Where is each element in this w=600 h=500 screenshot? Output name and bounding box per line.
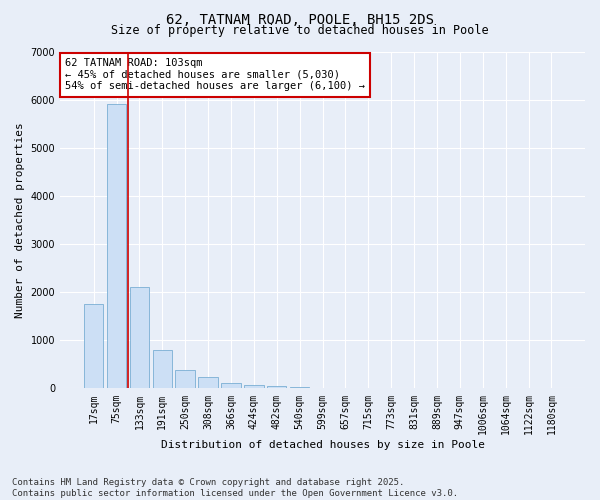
Text: 62, TATNAM ROAD, POOLE, BH15 2DS: 62, TATNAM ROAD, POOLE, BH15 2DS bbox=[166, 12, 434, 26]
Text: 62 TATNAM ROAD: 103sqm
← 45% of detached houses are smaller (5,030)
54% of semi-: 62 TATNAM ROAD: 103sqm ← 45% of detached… bbox=[65, 58, 365, 92]
Bar bbox=[130, 288, 149, 388]
Bar bbox=[175, 370, 195, 388]
Text: Contains HM Land Registry data © Crown copyright and database right 2025.
Contai: Contains HM Land Registry data © Crown c… bbox=[12, 478, 458, 498]
Bar bbox=[267, 386, 286, 388]
Bar bbox=[221, 382, 241, 388]
Bar bbox=[152, 350, 172, 389]
Bar bbox=[84, 304, 103, 388]
Text: Size of property relative to detached houses in Poole: Size of property relative to detached ho… bbox=[111, 24, 489, 37]
Y-axis label: Number of detached properties: Number of detached properties bbox=[15, 122, 25, 318]
Bar bbox=[199, 378, 218, 388]
X-axis label: Distribution of detached houses by size in Poole: Distribution of detached houses by size … bbox=[161, 440, 485, 450]
Bar bbox=[290, 387, 310, 388]
Bar bbox=[107, 104, 126, 389]
Bar bbox=[244, 384, 263, 388]
